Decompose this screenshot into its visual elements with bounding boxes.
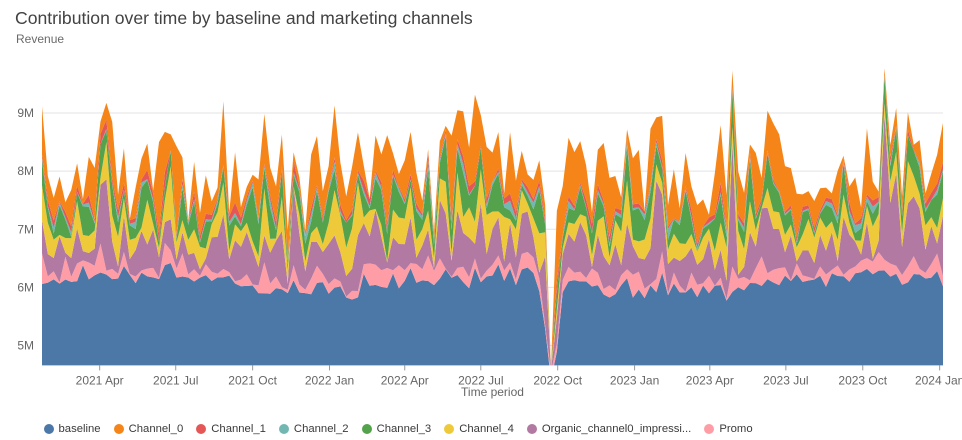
svg-text:6M: 6M: [17, 280, 34, 294]
svg-text:2021 Apr: 2021 Apr: [76, 373, 124, 387]
svg-text:2022 Apr: 2022 Apr: [381, 373, 429, 387]
svg-text:2023 Jan: 2023 Jan: [610, 373, 659, 387]
svg-text:2021 Oct: 2021 Oct: [228, 373, 277, 387]
svg-text:Time period: Time period: [461, 385, 524, 399]
svg-text:5M: 5M: [17, 339, 34, 353]
svg-text:2022 Oct: 2022 Oct: [533, 373, 582, 387]
svg-text:2023 Apr: 2023 Apr: [686, 373, 734, 387]
svg-text:7M: 7M: [17, 222, 34, 236]
svg-text:2021 Jul: 2021 Jul: [153, 373, 198, 387]
svg-text:9M: 9M: [17, 106, 34, 120]
svg-text:2023 Jul: 2023 Jul: [763, 373, 808, 387]
svg-text:8M: 8M: [17, 164, 34, 178]
svg-text:2022 Jan: 2022 Jan: [305, 373, 354, 387]
svg-text:2024 Jan: 2024 Jan: [915, 373, 962, 387]
svg-text:2023 Oct: 2023 Oct: [838, 373, 887, 387]
